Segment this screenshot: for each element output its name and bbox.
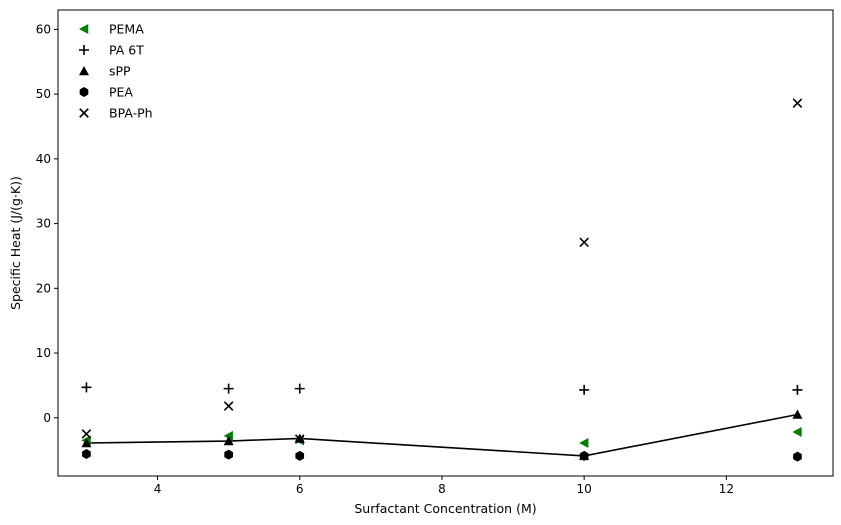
point-pema [223,430,233,441]
axis-ticks: 4 6 8 10 12 0 10 20 30 40 50 60 [36,22,734,496]
point-spp [792,409,803,419]
y-tick-label: 0 [43,411,51,425]
series-line-spp [86,413,798,457]
x-tick-label: 4 [154,482,162,496]
point-bpa-ph [294,434,305,444]
y-axis-label: Specific Heat (J/(g·K)) [8,176,23,310]
point-bpa-ph [792,98,803,109]
point-pa-6t [579,384,590,395]
y-tick-label: 30 [36,217,51,231]
y-tick-label: 40 [36,152,51,166]
point-bpa-ph [579,237,589,248]
point-pa-6t [223,383,234,394]
point-spp [223,436,234,446]
point-bpa-ph [81,429,92,439]
x-axis-label: Surfactant Concentration (M) [354,501,536,516]
point-pea [82,448,91,459]
point-pea [224,449,233,460]
x-tick-label: 10 [577,482,592,496]
legend-marker-pea [79,87,89,97]
point-spp [81,437,92,448]
point-pea [793,451,802,462]
legend-marker-pema [79,24,89,34]
point-pema [579,437,589,448]
x-tick-label: 8 [438,482,446,496]
legend-marker-spp [79,66,89,76]
y-tick-label: 10 [36,346,51,360]
legend: PEMA PA 6T sPP PEA BPA-Ph [79,22,153,121]
legend-label-pa-6t: PA 6T [109,43,144,58]
legend-label-pea: PEA [109,85,133,100]
legend-marker-pa-6t [79,45,89,55]
point-pema [792,426,802,437]
point-pa-6t [792,384,803,395]
legend-marker-bpa-ph [79,108,89,118]
point-pea [295,450,305,461]
point-pa-6t [81,382,92,393]
legend-label-spp: sPP [109,64,131,79]
y-tick-label: 60 [36,22,51,36]
point-pea [579,450,589,461]
y-tick-label: 50 [36,87,51,101]
point-bpa-ph [223,401,234,411]
data-marks [81,98,803,462]
legend-label-bpa-ph: BPA-Ph [109,106,153,121]
plot-frame [57,9,834,477]
legend-label-pema: PEMA [109,22,144,37]
x-tick-label: 12 [719,482,734,496]
point-pa-6t [294,383,305,394]
x-tick-label: 6 [296,482,304,496]
y-tick-label: 20 [36,281,51,295]
